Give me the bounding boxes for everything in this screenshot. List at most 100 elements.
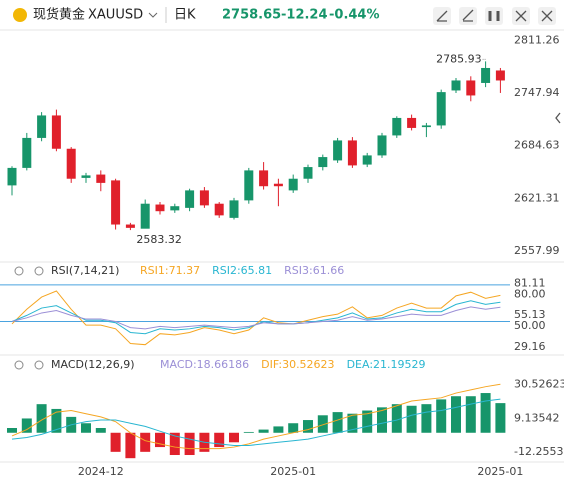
histogram-bar [303, 420, 313, 433]
eye-icon[interactable] [14, 360, 24, 370]
y-tick-label: 50.00 [514, 319, 546, 332]
period[interactable]: 日K [174, 8, 196, 23]
candle-body [273, 183, 283, 187]
histogram-bar [36, 404, 47, 433]
histogram-bar [480, 393, 491, 433]
legend-entry: RSI1:71.37 [140, 264, 200, 277]
instrument-name[interactable]: 现货黄金 [33, 7, 85, 23]
candle-body [436, 92, 446, 126]
histogram-bar [184, 432, 195, 456]
legend-entry: DEA:21.19529 [347, 358, 426, 371]
histogram-bar [451, 396, 461, 433]
y-tick-label: 80.00 [514, 288, 546, 301]
y-tick-label: 2747.94 [514, 86, 560, 99]
histogram-bar [421, 404, 432, 433]
y-tick-label: 30.52623 [514, 377, 564, 390]
expand-icon[interactable] [515, 10, 527, 22]
macd-title: MACD(12,26,9) [51, 358, 135, 371]
low-annotation: 2583.32 [136, 233, 182, 246]
candle-body [125, 224, 135, 228]
candle-body [347, 140, 357, 166]
histogram-bar [391, 404, 402, 433]
candle-body [66, 148, 76, 179]
histogram-bar [465, 396, 476, 433]
rsi-title: RSI(7,14,21) [51, 264, 119, 277]
rsi-line [11, 290, 501, 346]
y-tick-label: 2621.31 [514, 191, 560, 204]
histogram-bar [125, 432, 136, 459]
candle-body [259, 170, 269, 187]
candle-body [199, 190, 209, 206]
candle-body [288, 178, 298, 191]
line-icon[interactable] [462, 9, 474, 22]
histogram-bar [155, 432, 165, 448]
histogram-bar [51, 408, 62, 433]
histogram-bar [406, 405, 417, 433]
candle-icon[interactable] [488, 11, 500, 21]
settings-icon[interactable] [34, 360, 44, 370]
x-tick-label: 2025-01 [477, 465, 523, 478]
histogram-bar [110, 432, 121, 452]
candle-body [214, 203, 224, 216]
candle-body [421, 125, 431, 128]
histogram-bar [288, 423, 299, 433]
candle-body [303, 167, 313, 179]
histogram-bar [377, 407, 387, 433]
change: -12.24 [281, 8, 328, 23]
y-tick-label: 2811.26 [514, 33, 560, 46]
candle-body [495, 70, 505, 81]
settings-icon[interactable] [34, 266, 44, 276]
legend-entry: RSI3:61.66 [284, 264, 344, 277]
legend-entry: RSI2:65.81 [212, 264, 272, 277]
gold-icon [13, 8, 27, 22]
histogram-bar [7, 428, 17, 433]
candle-body [81, 175, 91, 178]
high-annotation: 2785.93 [436, 52, 482, 65]
histogram-bar [436, 399, 447, 433]
y-tick-label: 2557.99 [514, 244, 560, 257]
histogram-bar [95, 428, 106, 433]
x-tick-label: 2025-01 [270, 465, 316, 478]
candle-body [392, 117, 402, 136]
price: 2758.65 [222, 8, 281, 23]
histogram-bar [317, 415, 328, 433]
rsi-line [11, 306, 501, 330]
eye-icon[interactable] [14, 266, 24, 276]
candle-body [244, 170, 254, 201]
candle-body [466, 80, 476, 96]
histogram-bar [214, 432, 225, 448]
histogram-bar [21, 418, 32, 433]
histogram-bar [243, 431, 254, 433]
legend-entry: MACD:18.66186 [160, 358, 249, 371]
y-tick-label: 29.16 [514, 340, 546, 353]
candle-body [377, 135, 387, 156]
dropdown-arrow[interactable] [148, 12, 158, 18]
candle-body [22, 137, 32, 168]
candle-body [185, 190, 195, 208]
y-tick-label: 81.11 [514, 277, 546, 290]
close-icon[interactable] [541, 10, 553, 22]
candle-body [229, 200, 239, 218]
histogram-bar [273, 426, 284, 433]
tool-button[interactable] [485, 7, 503, 25]
candle-body [481, 67, 491, 83]
draw-icon[interactable] [436, 10, 448, 22]
histogram-bar [229, 432, 239, 443]
candle-body [318, 157, 328, 168]
collapse-arrow[interactable] [555, 112, 561, 124]
legend-entry: DIF:30.52623 [261, 358, 334, 371]
candle-body [155, 204, 165, 212]
y-tick-label: 2684.63 [514, 139, 560, 152]
x-tick-label: 2024-12 [78, 465, 124, 478]
histogram-bar [81, 423, 91, 433]
symbol[interactable]: XAUUSD [88, 8, 143, 23]
histogram-bar [332, 412, 343, 433]
candle-body [7, 167, 17, 186]
candle-body [111, 180, 121, 225]
candle-body [140, 203, 150, 229]
tool-button[interactable] [459, 7, 477, 25]
histogram-bar [347, 413, 358, 433]
y-tick-label: -12.25539 [514, 445, 564, 458]
